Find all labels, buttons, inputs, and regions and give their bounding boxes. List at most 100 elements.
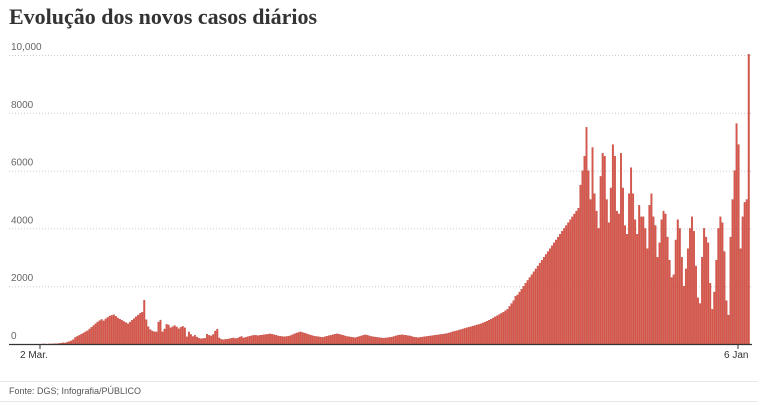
bar-61 [163, 328, 166, 345]
bar-230 [506, 309, 509, 345]
bar-57 [155, 331, 158, 345]
bar-315 [678, 228, 681, 345]
bar-88 [218, 337, 221, 345]
bar-170 [384, 337, 387, 345]
bar-305 [658, 242, 661, 345]
bar-259 [565, 225, 568, 345]
bar-224 [494, 316, 497, 345]
bar-74 [189, 334, 192, 345]
bar-325 [699, 303, 702, 345]
bar-233 [512, 300, 515, 345]
bar-219 [484, 321, 486, 345]
bar-105 [252, 335, 255, 345]
bar-326 [701, 257, 704, 345]
bar-187 [419, 337, 422, 345]
bar-148 [340, 334, 342, 345]
bar-294 [636, 234, 639, 345]
bar-226 [498, 314, 501, 345]
bar-91 [224, 339, 227, 345]
bar-191 [427, 336, 430, 345]
bar-338 [725, 300, 728, 345]
bar-150 [344, 335, 347, 345]
x-axis [9, 343, 752, 349]
bar-347 [743, 202, 746, 345]
bar-143 [329, 335, 332, 345]
bar-263 [573, 213, 576, 345]
bar-270 [587, 170, 590, 345]
bar-234 [514, 296, 517, 345]
bar-186 [417, 337, 420, 345]
bar-95 [232, 337, 235, 345]
bar-285 [617, 213, 620, 345]
bar-178 [400, 334, 403, 345]
footer-divider [0, 381, 758, 382]
y-tick-label-0: 0 [11, 331, 17, 342]
bar-26 [92, 325, 95, 345]
bar-55 [151, 330, 154, 345]
bar-171 [386, 337, 389, 345]
bar-200 [445, 333, 448, 345]
bar-127 [297, 332, 300, 345]
bar-284 [615, 210, 618, 345]
bar-70 [181, 326, 184, 345]
bar-126 [295, 332, 298, 345]
bar-194 [433, 335, 436, 345]
bar-328 [705, 236, 708, 345]
bar-302 [652, 216, 655, 345]
bar-76 [194, 335, 196, 345]
bar-319 [686, 248, 689, 345]
bar-141 [325, 336, 328, 345]
bar-209 [463, 328, 466, 345]
bar-58 [157, 321, 160, 345]
bar-225 [496, 315, 499, 345]
bar-33 [106, 317, 109, 345]
bar-329 [707, 242, 710, 345]
bar-229 [504, 310, 507, 345]
bar-214 [473, 325, 476, 345]
bar-252 [551, 245, 553, 345]
bar-213 [471, 325, 474, 345]
bar-100 [242, 337, 245, 345]
bar-10 [60, 343, 63, 345]
bar-245 [536, 265, 539, 345]
bar-64 [169, 327, 172, 345]
bar-85 [212, 334, 215, 345]
bar-106 [254, 335, 257, 345]
bar-94 [230, 338, 233, 345]
bar-311 [670, 277, 673, 345]
bar-235 [516, 294, 519, 345]
bar-86 [214, 330, 217, 345]
bar-296 [640, 216, 643, 345]
bar-114 [271, 334, 273, 345]
bar-67 [175, 326, 178, 345]
bar-215 [475, 324, 478, 345]
bar-333 [715, 260, 718, 345]
bar-107 [256, 335, 259, 345]
bar-72 [185, 336, 188, 345]
bar-290 [628, 193, 631, 345]
bar-236 [518, 291, 521, 345]
bar-119 [281, 336, 284, 345]
bar-243 [532, 271, 535, 345]
bar-68 [177, 328, 180, 345]
bar-93 [228, 338, 231, 345]
bar-278 [603, 155, 606, 345]
bar-89 [220, 339, 223, 345]
bar-177 [398, 334, 401, 345]
bar-267 [581, 170, 584, 345]
bar-345 [739, 248, 742, 345]
bar-185 [415, 337, 418, 345]
bar-342 [733, 170, 736, 345]
bar-35 [110, 315, 113, 345]
bar-266 [579, 184, 582, 345]
y-tick-label-10000: 10,000 [11, 42, 42, 53]
bar-162 [368, 335, 371, 345]
bar-90 [222, 339, 225, 345]
bar-240 [526, 280, 529, 345]
bar-208 [461, 328, 464, 345]
bar-258 [563, 228, 566, 345]
bar-184 [413, 336, 415, 345]
bar-138 [319, 336, 322, 345]
bar-65 [171, 326, 174, 345]
bar-136 [315, 336, 318, 345]
